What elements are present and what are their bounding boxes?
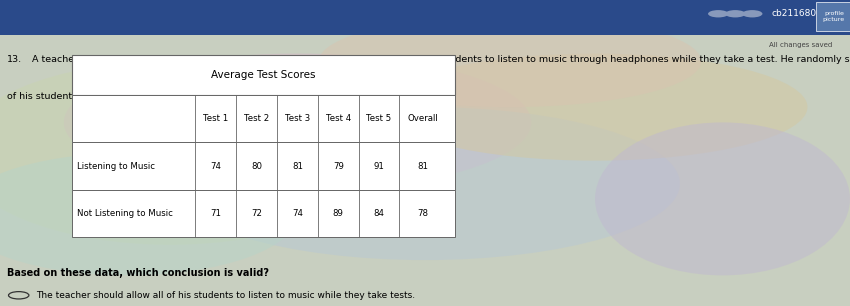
- Ellipse shape: [64, 54, 531, 191]
- Ellipse shape: [382, 54, 808, 161]
- Text: Test 2: Test 2: [244, 114, 269, 123]
- Ellipse shape: [319, 15, 701, 107]
- Text: 74: 74: [211, 162, 221, 170]
- Text: Test 3: Test 3: [285, 114, 310, 123]
- Text: 81: 81: [417, 162, 428, 170]
- Ellipse shape: [595, 122, 850, 275]
- Text: of his students to listen to music during each of five tests. The results are sh: of his students to listen to music durin…: [7, 92, 424, 101]
- FancyBboxPatch shape: [72, 95, 455, 142]
- FancyBboxPatch shape: [0, 0, 850, 35]
- Text: 89: 89: [333, 209, 343, 218]
- Text: Overall: Overall: [407, 114, 439, 123]
- Text: Listening to Music: Listening to Music: [76, 162, 155, 170]
- Ellipse shape: [0, 153, 298, 275]
- FancyBboxPatch shape: [72, 142, 455, 190]
- Text: 79: 79: [333, 162, 343, 170]
- Text: A teacher will determine if his class earns higher average test scores when he a: A teacher will determine if his class ea…: [32, 55, 850, 64]
- FancyBboxPatch shape: [72, 190, 455, 237]
- Text: Test 1: Test 1: [203, 114, 229, 123]
- Text: 72: 72: [252, 209, 262, 218]
- FancyBboxPatch shape: [816, 2, 850, 31]
- Circle shape: [725, 10, 745, 17]
- Text: 74: 74: [292, 209, 303, 218]
- Ellipse shape: [170, 107, 680, 260]
- Text: 84: 84: [374, 209, 384, 218]
- Circle shape: [742, 10, 762, 17]
- FancyBboxPatch shape: [72, 55, 455, 95]
- Text: 80: 80: [252, 162, 262, 170]
- Text: All changes saved: All changes saved: [769, 42, 832, 48]
- Text: Test 4: Test 4: [326, 114, 351, 123]
- Text: Test 5: Test 5: [366, 114, 392, 123]
- Text: 71: 71: [211, 209, 221, 218]
- Circle shape: [708, 10, 728, 17]
- Text: Not Listening to Music: Not Listening to Music: [76, 209, 173, 218]
- Text: 91: 91: [374, 162, 384, 170]
- Text: 78: 78: [417, 209, 428, 218]
- Text: The teacher should allow all of his students to listen to music while they take : The teacher should allow all of his stud…: [36, 291, 415, 300]
- Text: cb211680: cb211680: [772, 9, 817, 18]
- Ellipse shape: [0, 61, 382, 245]
- Text: Based on these data, which conclusion is valid?: Based on these data, which conclusion is…: [7, 268, 269, 278]
- Text: 13.: 13.: [7, 55, 22, 64]
- Text: 81: 81: [292, 162, 303, 170]
- Text: profile
picture: profile picture: [823, 11, 845, 22]
- Text: Average Test Scores: Average Test Scores: [212, 70, 315, 80]
